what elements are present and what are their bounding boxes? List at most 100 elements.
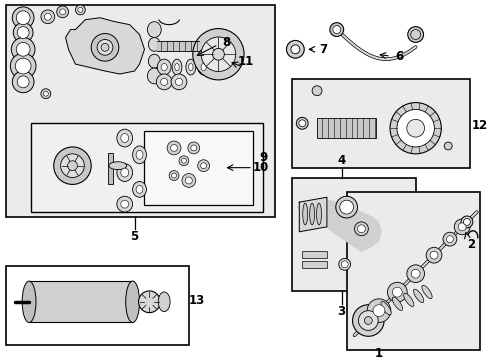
Ellipse shape (429, 251, 437, 259)
Ellipse shape (11, 37, 35, 61)
Ellipse shape (406, 265, 424, 283)
Ellipse shape (161, 63, 167, 71)
Circle shape (78, 8, 82, 12)
Polygon shape (297, 199, 380, 252)
Bar (6, 266, 188, 345)
Ellipse shape (391, 297, 402, 310)
Ellipse shape (332, 26, 340, 33)
Ellipse shape (352, 305, 384, 336)
Ellipse shape (302, 203, 307, 225)
Bar (108, 153, 113, 184)
Text: 13: 13 (188, 294, 204, 307)
Ellipse shape (338, 258, 350, 270)
Ellipse shape (389, 103, 440, 154)
Ellipse shape (396, 109, 433, 147)
Ellipse shape (410, 30, 420, 40)
Ellipse shape (290, 45, 299, 54)
Text: 8: 8 (222, 36, 230, 49)
Bar (292, 177, 415, 291)
Ellipse shape (357, 225, 365, 233)
Ellipse shape (212, 48, 224, 60)
Circle shape (44, 13, 51, 20)
Ellipse shape (97, 40, 113, 55)
Bar (346, 192, 479, 350)
Ellipse shape (157, 59, 171, 75)
Ellipse shape (188, 63, 193, 71)
Circle shape (187, 142, 199, 154)
Circle shape (41, 10, 55, 24)
Circle shape (171, 173, 176, 178)
Ellipse shape (54, 147, 91, 184)
Ellipse shape (463, 219, 469, 225)
Ellipse shape (403, 293, 413, 306)
Ellipse shape (117, 196, 132, 212)
Bar (29, 281, 132, 323)
Ellipse shape (175, 78, 182, 85)
Ellipse shape (101, 44, 109, 51)
Circle shape (60, 9, 65, 15)
Circle shape (197, 160, 209, 172)
Ellipse shape (174, 63, 179, 71)
Bar (302, 261, 326, 268)
Ellipse shape (125, 281, 139, 323)
Ellipse shape (311, 86, 321, 96)
Ellipse shape (341, 261, 347, 268)
Ellipse shape (147, 22, 161, 37)
Ellipse shape (316, 203, 321, 225)
Ellipse shape (158, 292, 170, 312)
Ellipse shape (117, 164, 132, 181)
Ellipse shape (296, 117, 307, 129)
Ellipse shape (132, 181, 146, 197)
Bar (6, 5, 274, 217)
Circle shape (75, 5, 85, 15)
Ellipse shape (148, 37, 160, 51)
Ellipse shape (410, 269, 419, 278)
Ellipse shape (156, 74, 172, 90)
Ellipse shape (22, 281, 36, 323)
Ellipse shape (201, 63, 206, 71)
Ellipse shape (358, 311, 377, 330)
Ellipse shape (372, 305, 384, 316)
Ellipse shape (442, 232, 456, 246)
Ellipse shape (201, 37, 235, 72)
Circle shape (181, 158, 186, 163)
Ellipse shape (12, 7, 34, 28)
Text: 9: 9 (259, 151, 267, 164)
Ellipse shape (329, 23, 343, 36)
Ellipse shape (91, 33, 119, 61)
Ellipse shape (366, 299, 390, 323)
Text: 2: 2 (466, 238, 474, 251)
Circle shape (182, 174, 195, 188)
Circle shape (200, 163, 206, 168)
Circle shape (43, 91, 48, 96)
Ellipse shape (160, 78, 167, 85)
Polygon shape (157, 41, 198, 51)
Ellipse shape (446, 236, 452, 243)
Ellipse shape (136, 185, 142, 193)
Circle shape (179, 156, 188, 166)
Ellipse shape (406, 119, 424, 137)
Ellipse shape (460, 216, 472, 228)
Ellipse shape (138, 291, 160, 312)
Ellipse shape (407, 27, 423, 42)
Ellipse shape (171, 74, 186, 90)
Ellipse shape (391, 287, 402, 297)
Bar (31, 123, 262, 212)
Text: 3: 3 (337, 305, 345, 318)
Ellipse shape (192, 28, 244, 80)
Ellipse shape (136, 150, 142, 159)
Ellipse shape (147, 68, 161, 84)
Ellipse shape (380, 302, 390, 315)
Ellipse shape (10, 53, 36, 79)
Text: 10: 10 (252, 161, 268, 174)
Ellipse shape (117, 129, 132, 147)
Ellipse shape (121, 200, 128, 208)
Circle shape (57, 6, 68, 18)
Text: 7: 7 (318, 43, 326, 56)
Ellipse shape (421, 285, 431, 298)
Text: 6: 6 (394, 50, 402, 63)
Ellipse shape (309, 203, 314, 225)
Ellipse shape (148, 54, 160, 68)
Ellipse shape (109, 162, 126, 170)
Ellipse shape (386, 282, 407, 302)
